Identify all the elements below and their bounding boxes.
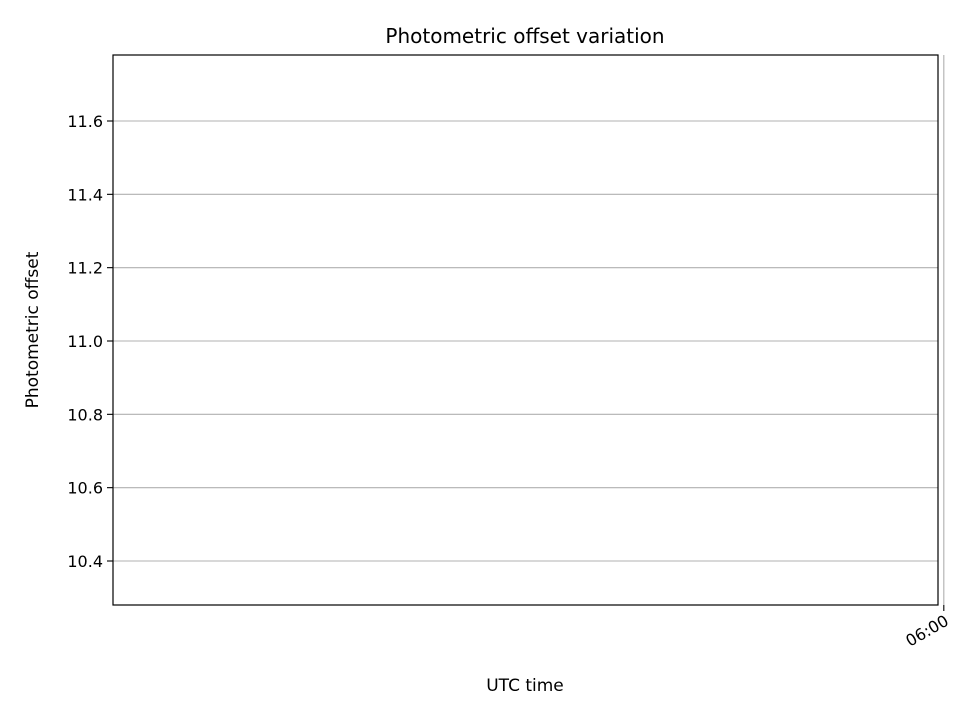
y-tick-label: 11.4 <box>67 185 103 204</box>
y-axis-title: Photometric offset <box>23 251 43 408</box>
y-tick-label: 10.8 <box>67 405 103 424</box>
plot-frame <box>112 54 939 606</box>
y-tick-label: 11.6 <box>67 112 103 131</box>
x-axis-title: UTC time <box>486 676 564 696</box>
y-tick-label: 10.4 <box>67 552 103 571</box>
y-tick-label: 10.6 <box>67 479 103 498</box>
grid <box>113 55 945 605</box>
chart-title: Photometric offset variation <box>385 24 664 48</box>
y-tick-label: 11.2 <box>67 259 103 278</box>
y-axis-ticks: 10.4 10.6 10.8 11.0 11.2 11.4 11.6 <box>67 112 113 571</box>
y-tick-label: 11.0 <box>67 332 103 351</box>
